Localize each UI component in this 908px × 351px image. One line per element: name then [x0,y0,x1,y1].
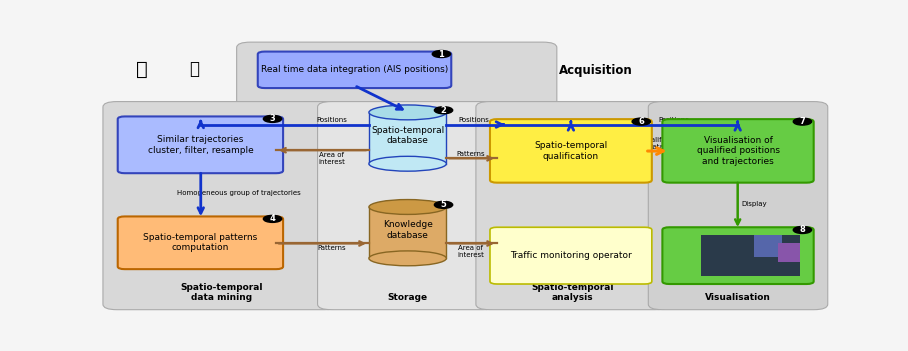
Text: Visualisation of
qualified positions
and trajectories: Visualisation of qualified positions and… [696,136,780,166]
FancyBboxPatch shape [237,42,557,107]
Text: Spatio-temporal patterns
computation: Spatio-temporal patterns computation [143,233,258,252]
Text: Traffic monitoring operator: Traffic monitoring operator [510,251,632,260]
Text: Visualisation: Visualisation [705,293,771,302]
Text: Area of
interest: Area of interest [458,245,484,258]
Ellipse shape [369,251,447,266]
Text: 4: 4 [270,214,275,223]
Circle shape [432,51,450,58]
Text: 6: 6 [638,117,644,126]
Text: Display: Display [741,201,767,207]
Text: Spatio-temporal
analysis: Spatio-temporal analysis [531,283,614,302]
Ellipse shape [369,156,447,171]
Bar [701,236,800,276]
Text: Qualified
data: Qualified data [641,137,673,150]
Text: 3: 3 [270,114,275,124]
Circle shape [434,107,453,114]
FancyBboxPatch shape [118,117,283,173]
Text: Patterns: Patterns [317,245,346,251]
FancyBboxPatch shape [490,227,652,284]
Text: Spatio-temporal
qualification: Spatio-temporal qualification [534,141,607,161]
Text: 📡: 📡 [190,60,200,78]
FancyBboxPatch shape [648,101,828,310]
Text: 🚢: 🚢 [136,60,147,79]
Text: Acquisition: Acquisition [558,64,632,77]
Ellipse shape [369,200,447,214]
Bar [754,236,782,257]
Text: Real time data integration (AIS positions): Real time data integration (AIS position… [261,65,449,74]
Text: Similar trajectories
cluster, filter, resample: Similar trajectories cluster, filter, re… [147,135,253,154]
Ellipse shape [369,105,447,120]
Text: Positions: Positions [316,117,347,123]
Text: 8: 8 [800,225,805,234]
Text: 7: 7 [800,117,805,126]
Text: Spatio-temporal
database: Spatio-temporal database [371,126,444,145]
FancyBboxPatch shape [663,119,814,183]
Circle shape [263,115,281,122]
FancyBboxPatch shape [103,101,339,310]
Text: 1: 1 [439,49,444,59]
FancyBboxPatch shape [258,52,451,88]
Text: Storage: Storage [388,293,428,302]
Text: Patterns: Patterns [457,151,485,157]
FancyBboxPatch shape [490,119,652,183]
Bar [778,244,800,263]
Circle shape [794,226,812,233]
Text: 2: 2 [440,106,447,115]
Circle shape [794,118,812,125]
Bar [369,207,447,258]
FancyBboxPatch shape [318,101,497,310]
Circle shape [632,118,650,125]
Text: 5: 5 [440,200,447,209]
Text: Positions: Positions [459,117,489,123]
Circle shape [434,201,453,208]
Text: Spatio-temporal
data mining: Spatio-temporal data mining [180,283,262,302]
FancyBboxPatch shape [118,217,283,269]
Text: Area of
interest: Area of interest [318,152,345,165]
Text: Homogeneous group of trajectories: Homogeneous group of trajectories [177,191,301,197]
FancyBboxPatch shape [663,227,814,284]
Bar [369,112,447,164]
Text: Knowledge
database: Knowledge database [382,220,432,240]
Circle shape [263,216,281,223]
FancyBboxPatch shape [476,101,669,310]
Text: Positions: Positions [659,117,690,123]
